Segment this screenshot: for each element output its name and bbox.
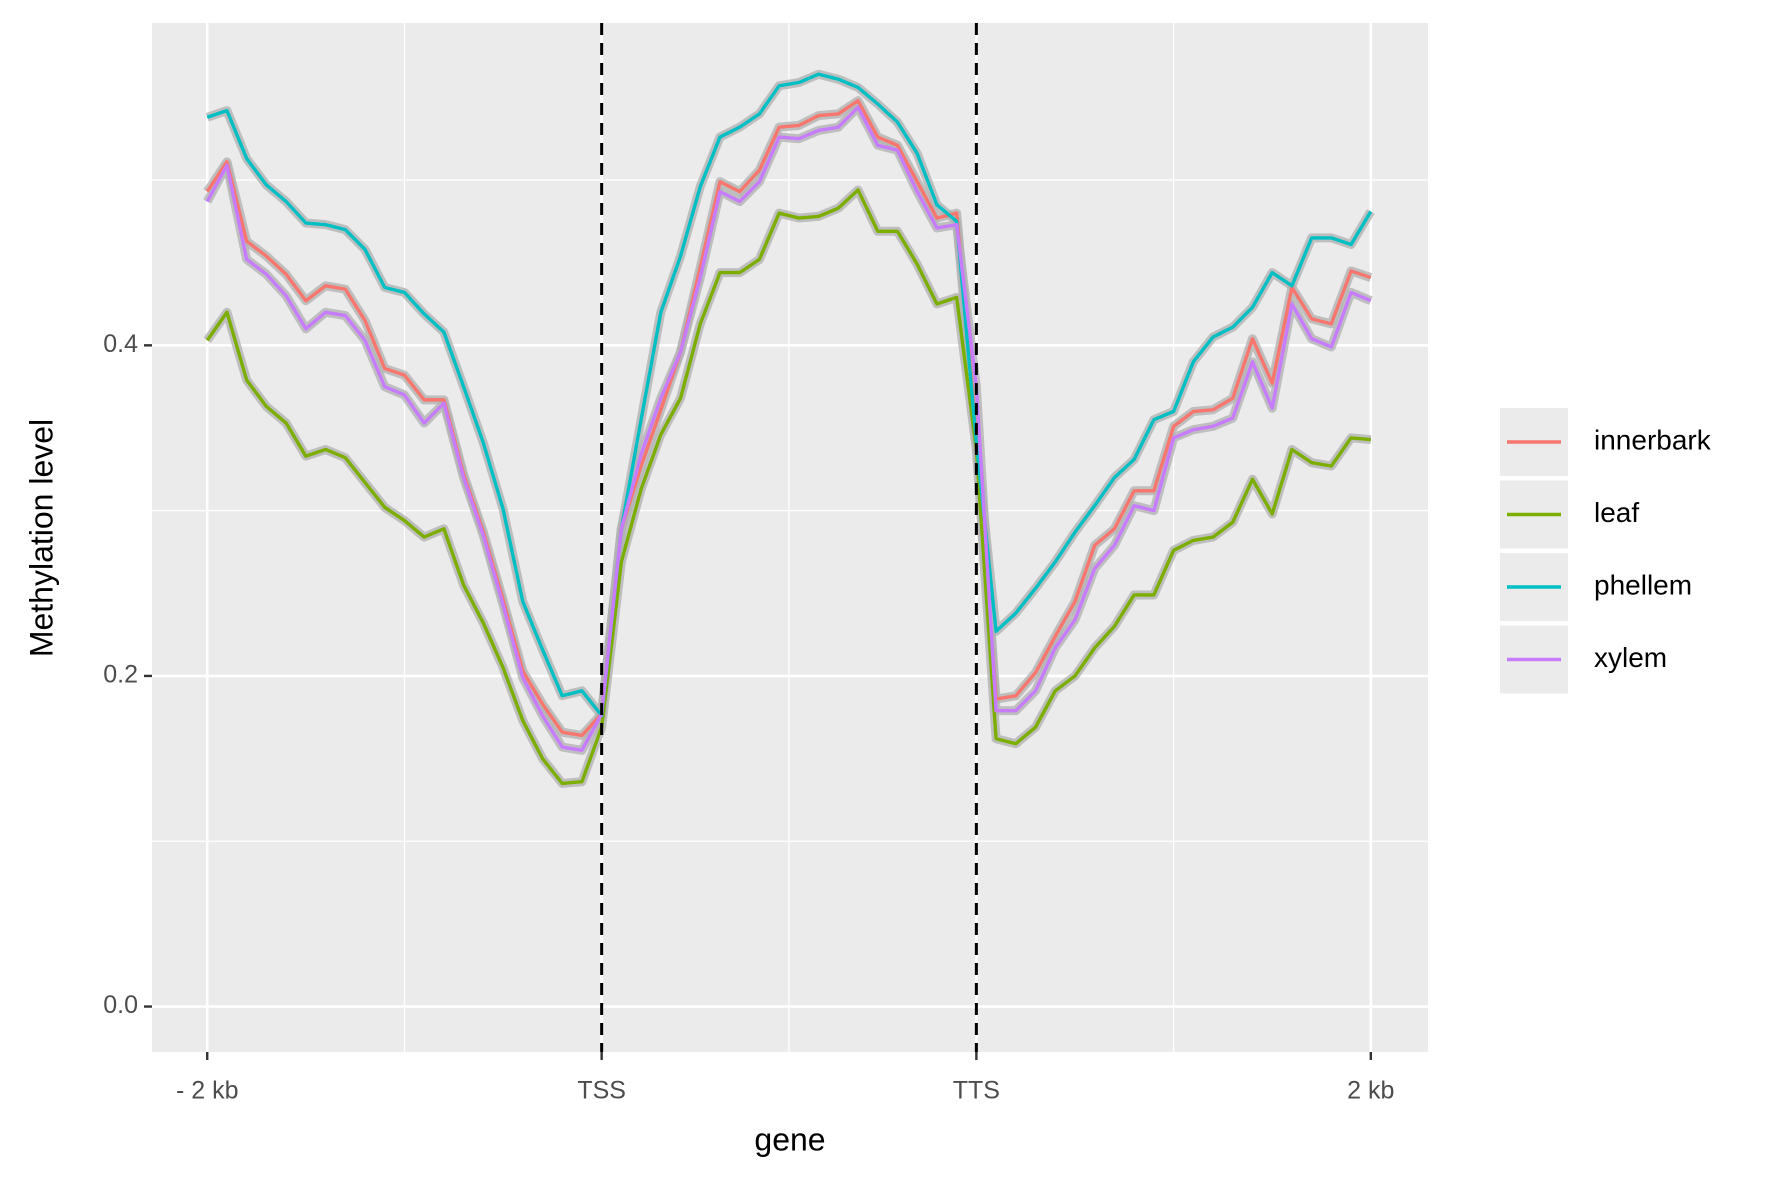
- legend-label: leaf: [1594, 497, 1639, 528]
- y-tick-label: 0.0: [103, 991, 138, 1019]
- legend-label: xylem: [1594, 642, 1667, 673]
- y-axis-title: Methylation level: [23, 419, 59, 657]
- x-tick-label: TTS: [953, 1077, 1000, 1105]
- series-line: [206, 72, 1373, 718]
- x-tick-label: - 2 kb: [176, 1077, 239, 1105]
- legend-label: innerbark: [1594, 424, 1712, 455]
- panel: [152, 23, 1428, 1052]
- series-line: [205, 188, 1371, 786]
- y-tick-label: 0.4: [103, 330, 138, 358]
- x-tick-label: 2 kb: [1347, 1077, 1394, 1105]
- x-tick-label: TSS: [577, 1077, 626, 1105]
- x-axis-title: gene: [754, 1121, 825, 1157]
- series-line: [205, 105, 1372, 753]
- legend-label: phellem: [1594, 569, 1692, 600]
- series-line: [205, 98, 1372, 738]
- y-tick-label: 0.2: [103, 661, 138, 689]
